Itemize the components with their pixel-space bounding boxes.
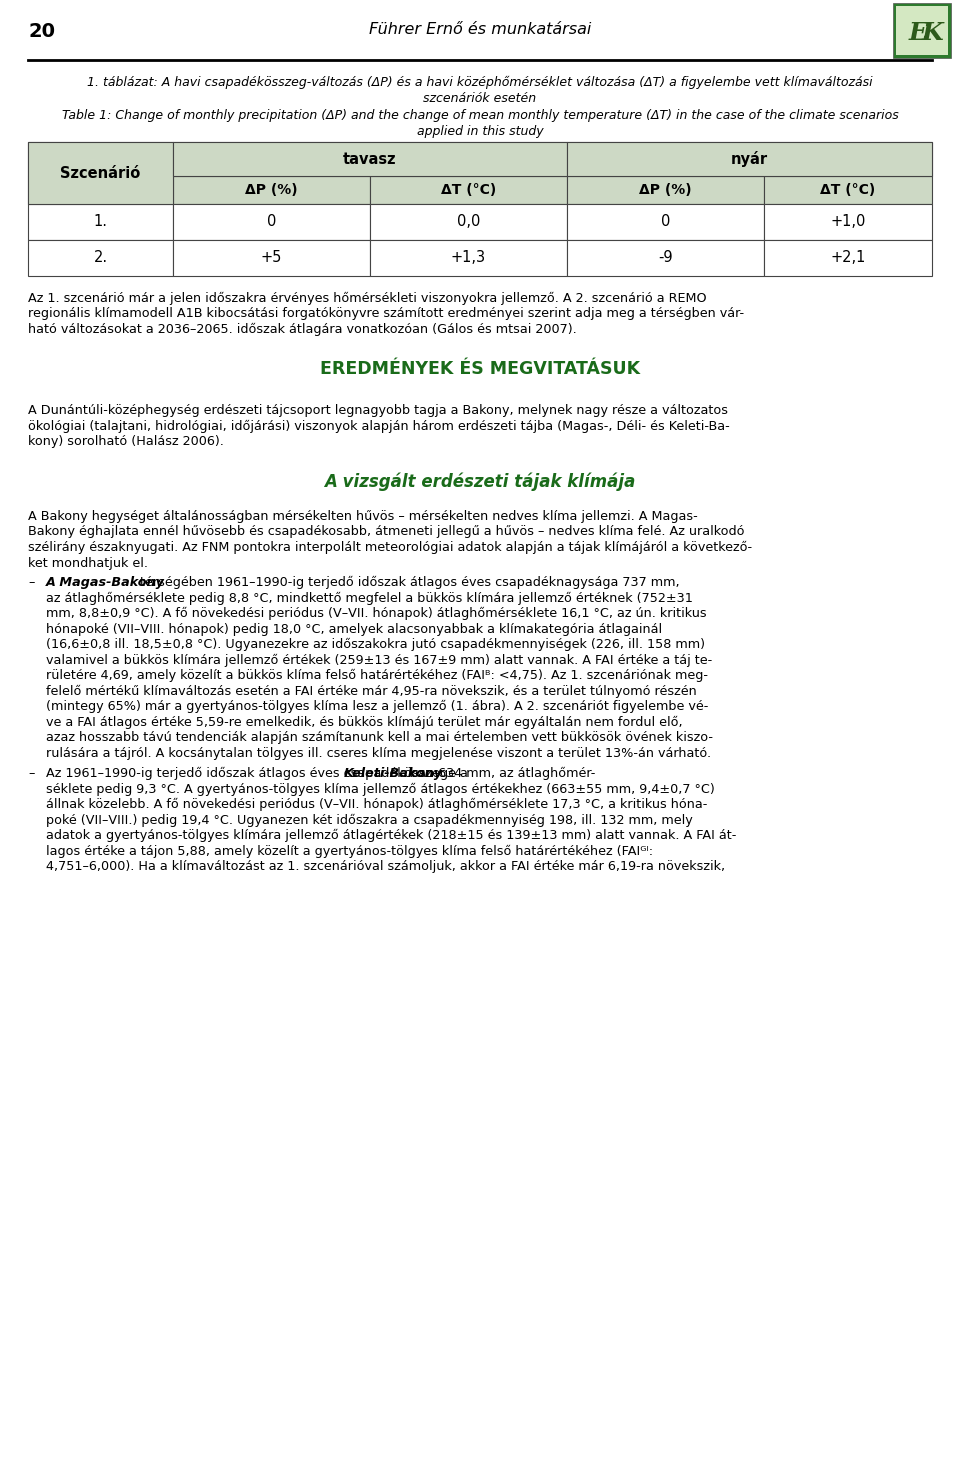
Bar bbox=[764, 205, 932, 240]
Text: Az 1961–1990-ig terjedő időszak átlagos éves csapadékösszege a: Az 1961–1990-ig terjedő időszak átlagos … bbox=[46, 768, 472, 781]
Text: (16,6±0,8 ill. 18,5±0,8 °C). Ugyanezekre az időszakokra jutó csapadékmennyiségek: (16,6±0,8 ill. 18,5±0,8 °C). Ugyanezekre… bbox=[46, 637, 705, 651]
Text: azaz hosszabb távú tendenciák alapján számítanunk kell a mai értelemben vett bük: azaz hosszabb távú tendenciák alapján sz… bbox=[46, 731, 713, 744]
Bar bbox=[28, 205, 173, 240]
Text: felelő mértékű klímaváltozás esetén a FAI értéke már 4,95-ra növekszik, és a ter: felelő mértékű klímaváltozás esetén a FA… bbox=[46, 684, 697, 697]
Text: ΔT (°C): ΔT (°C) bbox=[821, 183, 876, 197]
Text: Bakony éghajlata ennél hűvösebb és csapadékosabb, átmeneti jellegű a hűvös – ned: Bakony éghajlata ennél hűvösebb és csapa… bbox=[28, 525, 745, 538]
Bar bbox=[173, 240, 370, 276]
Text: nyár: nyár bbox=[731, 151, 768, 167]
Text: séklete pedig 9,3 °C. A gyertyános-tölgyes klíma jellemző átlagos értékekhez (66: séklete pedig 9,3 °C. A gyertyános-tölgy… bbox=[46, 782, 715, 795]
Text: +5: +5 bbox=[261, 250, 282, 266]
Text: +2,1: +2,1 bbox=[830, 250, 866, 266]
Text: adatok a gyertyános-tölgyes klímára jellemző átlagértékek (218±15 és 139±13 mm) : adatok a gyertyános-tölgyes klímára jell… bbox=[46, 829, 736, 842]
Text: térségében 1961–1990-ig terjedő időszak átlagos éves csapadéknagysága 737 mm,: térségében 1961–1990-ig terjedő időszak … bbox=[136, 576, 680, 589]
Bar bbox=[764, 142, 932, 175]
Text: állnak közelebb. A fő növekedési periódus (V–VII. hónapok) átlaghőmérséklete 17,: állnak közelebb. A fő növekedési periódu… bbox=[46, 798, 708, 811]
Text: tavasz: tavasz bbox=[343, 152, 396, 167]
Text: EREDMÉNYEK ÉS MEGVITATÁSUK: EREDMÉNYEK ÉS MEGVITATÁSUK bbox=[320, 361, 640, 379]
Text: -9: -9 bbox=[659, 250, 673, 266]
Text: 0: 0 bbox=[267, 215, 276, 230]
Text: hónapoké (VII–VIII. hónapok) pedig 18,0 °C, amelyek alacsonyabbak a klímakategór: hónapoké (VII–VIII. hónapok) pedig 18,0 … bbox=[46, 623, 662, 636]
Bar bbox=[567, 142, 932, 175]
Text: E: E bbox=[908, 22, 927, 45]
Text: mm, 8,8±0,9 °C). A fő növekedési periódus (V–VII. hónapok) átlaghőmérséklete 16,: mm, 8,8±0,9 °C). A fő növekedési periódu… bbox=[46, 607, 707, 620]
Text: 20: 20 bbox=[28, 22, 55, 41]
Text: A Magas-Bakony: A Magas-Bakony bbox=[46, 576, 165, 589]
Text: –: – bbox=[28, 768, 35, 781]
Text: valamivel a bükkös klímára jellemző értékek (259±13 és 167±9 mm) alatt vannak. A: valamivel a bükkös klímára jellemző érté… bbox=[46, 654, 712, 667]
Text: A Bakony hegységet általánosságban mérsékelten hűvös – mérsékelten nedves klíma : A Bakony hegységet általánosságban mérsé… bbox=[28, 510, 698, 523]
Text: –: – bbox=[28, 576, 35, 589]
Text: +1,0: +1,0 bbox=[830, 215, 866, 230]
Text: regionális klímamodell A1B kibocsátási forgatókönyvre számított eredményei szeri: regionális klímamodell A1B kibocsátási f… bbox=[28, 307, 744, 320]
Text: Table 1: Change of monthly precipitation (ΔP) and the change of mean monthly tem: Table 1: Change of monthly precipitation… bbox=[61, 110, 899, 121]
Text: az átlaghőmérséklete pedig 8,8 °C, mindkettő megfelel a bükkös klímára jellemző : az átlaghőmérséklete pedig 8,8 °C, mindk… bbox=[46, 592, 693, 605]
Text: 0: 0 bbox=[660, 215, 670, 230]
Bar bbox=[28, 142, 173, 205]
Bar bbox=[28, 142, 173, 175]
Text: szcenáriók esetén: szcenáriók esetén bbox=[423, 92, 537, 104]
Text: A Dunántúli-középhegység erdészeti tájcsoport legnagyobb tagja a Bakony, melynek: A Dunántúli-középhegység erdészeti tájcs… bbox=[28, 404, 728, 417]
Text: szélirány északnyugati. Az FNM pontokra interpolált meteorológiai adatok alapján: szélirány északnyugati. Az FNM pontokra … bbox=[28, 541, 752, 554]
Text: (mintegy 65%) már a gyertyános-tölgyes klíma lesz a jellemző (1. ábra). A 2. szc: (mintegy 65%) már a gyertyános-tölgyes k… bbox=[46, 700, 708, 713]
Bar bbox=[764, 175, 932, 205]
Bar bbox=[370, 142, 567, 175]
Bar bbox=[28, 175, 173, 205]
Text: ΔP (%): ΔP (%) bbox=[639, 183, 692, 197]
Text: lagos értéke a tájon 5,88, amely közelít a gyertyános-tölgyes klíma felső határé: lagos értéke a tájon 5,88, amely közelít… bbox=[46, 845, 653, 858]
Text: ve a FAI átlagos értéke 5,59-re emelkedik, és bükkös klímájú terület már egyálta: ve a FAI átlagos értéke 5,59-re emelkedi… bbox=[46, 715, 683, 728]
Bar bbox=[173, 175, 370, 205]
Text: Führer Ernő és munkatársai: Führer Ernő és munkatársai bbox=[369, 22, 591, 37]
Text: rulására a tájról. A kocsánytalan tölgyes ill. cseres klíma megjelenése viszont : rulására a tájról. A kocsánytalan tölgye… bbox=[46, 747, 711, 759]
Text: 1. táblázat: A havi csapadékösszeg-változás (ΔP) és a havi középhőmérséklet vált: 1. táblázat: A havi csapadékösszeg-válto… bbox=[87, 76, 873, 89]
Bar bbox=[896, 6, 948, 56]
Text: K: K bbox=[922, 22, 943, 45]
Text: 4,751–6,000). Ha a klímaváltozást az 1. szcenárióval számoljuk, akkor a FAI érté: 4,751–6,000). Ha a klímaváltozást az 1. … bbox=[46, 860, 725, 873]
Text: applied in this study: applied in this study bbox=[417, 124, 543, 137]
Text: ΔP (%): ΔP (%) bbox=[245, 183, 298, 197]
Bar bbox=[567, 142, 764, 175]
Bar bbox=[173, 205, 370, 240]
Bar bbox=[370, 205, 567, 240]
Bar bbox=[28, 240, 173, 276]
Text: 1.: 1. bbox=[93, 215, 108, 230]
Text: ható változásokat a 2036–2065. időszak átlagára vonatkozóan (Gálos és mtsai 2007: ható változásokat a 2036–2065. időszak á… bbox=[28, 323, 577, 336]
Text: ökológiai (talajtani, hidrológiai, időjárási) viszonyok alapján három erdészeti : ökológiai (talajtani, hidrológiai, időjá… bbox=[28, 420, 730, 433]
Bar bbox=[567, 205, 764, 240]
Text: Keleti-Bakony: Keleti-Bakony bbox=[344, 768, 443, 781]
Text: ket mondhatjuk el.: ket mondhatjuk el. bbox=[28, 557, 148, 570]
Text: 0,0: 0,0 bbox=[457, 215, 480, 230]
Text: 2.: 2. bbox=[93, 250, 108, 266]
Text: Szcenárió: Szcenárió bbox=[60, 165, 140, 180]
Bar bbox=[173, 142, 567, 175]
Text: ΔT (°C): ΔT (°C) bbox=[441, 183, 496, 197]
Bar bbox=[567, 175, 764, 205]
Bar bbox=[764, 240, 932, 276]
Bar bbox=[173, 142, 370, 175]
Bar bbox=[893, 3, 951, 58]
Bar bbox=[567, 240, 764, 276]
Text: rületére 4,69, amely közelít a bükkös klíma felső határértékéhez (FAIᴮ: <4,75). : rületére 4,69, amely közelít a bükkös kl… bbox=[46, 670, 708, 683]
Text: poké (VII–VIII.) pedig 19,4 °C. Ugyanezen két időszakra a csapadékmennyiség 198,: poké (VII–VIII.) pedig 19,4 °C. Ugyaneze… bbox=[46, 813, 693, 826]
Bar bbox=[370, 240, 567, 276]
Text: kony) sorolható (Halász 2006).: kony) sorolható (Halász 2006). bbox=[28, 436, 224, 447]
Text: A vizsgált erdészeti tájak klímája: A vizsgált erdészeti tájak klímája bbox=[324, 472, 636, 491]
Text: +1,3: +1,3 bbox=[451, 250, 486, 266]
Text: ban 634 mm, az átlaghőmér-: ban 634 mm, az átlaghőmér- bbox=[410, 768, 595, 781]
Bar bbox=[370, 175, 567, 205]
Text: Az 1. szcenárió már a jelen időszakra érvényes hőmérsékleti viszonyokra jellemző: Az 1. szcenárió már a jelen időszakra ér… bbox=[28, 292, 707, 306]
